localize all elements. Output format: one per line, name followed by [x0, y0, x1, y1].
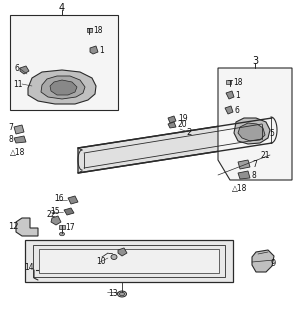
- Text: 15: 15: [50, 206, 60, 215]
- Text: 17: 17: [65, 222, 74, 231]
- Polygon shape: [64, 208, 74, 215]
- Polygon shape: [28, 70, 96, 104]
- Bar: [87, 28, 92, 32]
- Text: 19: 19: [178, 114, 188, 123]
- Ellipse shape: [111, 254, 117, 260]
- Text: 18: 18: [233, 77, 243, 86]
- Bar: [226, 80, 231, 84]
- Polygon shape: [78, 118, 272, 173]
- Polygon shape: [168, 122, 176, 128]
- Polygon shape: [225, 106, 233, 114]
- Polygon shape: [14, 136, 26, 143]
- Polygon shape: [168, 116, 176, 123]
- Polygon shape: [234, 118, 270, 144]
- Polygon shape: [20, 66, 29, 74]
- Text: 6: 6: [14, 63, 19, 73]
- Text: 12: 12: [8, 221, 19, 230]
- Text: 2: 2: [186, 127, 191, 137]
- Text: △18: △18: [10, 148, 25, 156]
- Text: 14: 14: [24, 263, 34, 273]
- Text: 18: 18: [93, 26, 102, 35]
- Bar: [59, 225, 65, 229]
- Polygon shape: [252, 250, 274, 272]
- Bar: [33, 245, 225, 277]
- Text: 7: 7: [252, 159, 257, 169]
- Text: 9: 9: [271, 259, 276, 268]
- Polygon shape: [218, 68, 292, 180]
- Polygon shape: [50, 80, 77, 95]
- Polygon shape: [90, 46, 98, 54]
- Text: 10: 10: [96, 258, 105, 267]
- Text: △18: △18: [232, 183, 247, 193]
- Text: 16: 16: [54, 194, 64, 203]
- Polygon shape: [41, 76, 85, 99]
- Text: 22: 22: [46, 210, 56, 219]
- Bar: [39, 249, 219, 273]
- Text: 6: 6: [235, 106, 240, 115]
- Polygon shape: [118, 248, 127, 256]
- Polygon shape: [238, 160, 250, 169]
- Text: 8: 8: [8, 134, 13, 143]
- Text: 4: 4: [59, 3, 65, 13]
- Polygon shape: [238, 171, 250, 179]
- Text: 13: 13: [108, 289, 118, 298]
- Text: 1: 1: [99, 45, 104, 54]
- Text: 7: 7: [8, 123, 13, 132]
- Text: 3: 3: [252, 56, 258, 66]
- Text: 8: 8: [252, 171, 257, 180]
- Polygon shape: [16, 218, 38, 236]
- Ellipse shape: [60, 232, 64, 236]
- Ellipse shape: [118, 291, 126, 297]
- Polygon shape: [68, 196, 78, 204]
- Text: 11: 11: [13, 79, 22, 89]
- Polygon shape: [226, 91, 234, 99]
- Polygon shape: [238, 123, 265, 141]
- Text: 1: 1: [235, 91, 240, 100]
- Bar: [25, 240, 233, 282]
- Bar: [10, 15, 118, 110]
- Text: 21: 21: [261, 150, 271, 159]
- Text: 20: 20: [178, 119, 188, 129]
- Ellipse shape: [119, 292, 125, 296]
- Polygon shape: [51, 216, 61, 225]
- Text: 5: 5: [269, 129, 274, 138]
- Polygon shape: [14, 125, 24, 134]
